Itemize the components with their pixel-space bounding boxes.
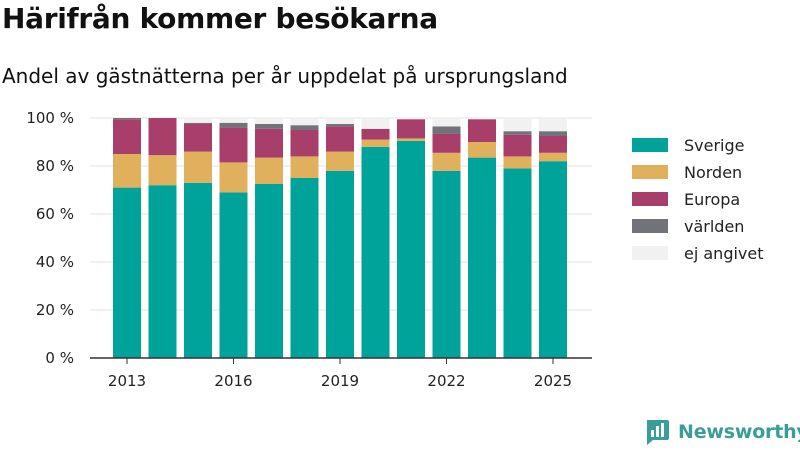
bar-segment	[255, 184, 283, 358]
bar-segment	[361, 118, 390, 129]
legend-swatch	[632, 138, 668, 152]
bar-segment	[326, 126, 354, 152]
legend: Sverige Norden Europa världen ej angivet	[632, 136, 764, 263]
bar-segment	[184, 122, 212, 124]
bar-segment	[113, 118, 141, 120]
bar-segment	[255, 128, 283, 158]
bar-segment	[468, 118, 496, 120]
chart-title: Härifrån kommer besökarna	[2, 2, 438, 35]
bar-segment	[539, 118, 567, 132]
x-tick-label: 2013	[108, 372, 146, 390]
bar-segment	[397, 138, 425, 141]
x-tick-label: 2022	[427, 372, 465, 390]
bar-segment	[326, 124, 354, 127]
bar-segment	[184, 182, 212, 358]
bar-segment	[184, 151, 212, 183]
bar-segment	[361, 139, 390, 147]
bar-segment	[326, 170, 354, 358]
newsworthy-logo-icon	[647, 420, 669, 445]
bar-segment	[255, 124, 283, 129]
bar-segment	[255, 118, 283, 124]
bar-segment	[326, 118, 354, 124]
bar-segment	[361, 128, 390, 140]
bar-segment	[503, 156, 532, 169]
bar-segment	[290, 130, 319, 157]
axes: 0 % 20 % 40 % 60 % 80 % 100 % 2013 2016 2019 2022…	[26, 109, 592, 390]
legend-swatch	[632, 192, 668, 206]
chart-subtitle: Andel av gästnätterna per år uppdelat på…	[2, 64, 568, 88]
bar-segment	[219, 192, 248, 358]
bar-segment	[503, 168, 532, 358]
legend-label: Norden	[684, 163, 742, 182]
bar-segment	[397, 118, 425, 120]
bar-segment	[432, 170, 461, 358]
bar-segment	[432, 133, 461, 153]
bar-segment	[184, 124, 212, 152]
bar-segment	[148, 118, 177, 156]
legend-swatch	[632, 165, 668, 179]
bar-segment	[290, 178, 319, 358]
bar-segment	[539, 136, 567, 153]
bar-segment	[468, 157, 496, 358]
bar-segment	[290, 118, 319, 126]
y-tick-label: 20 %	[36, 301, 74, 319]
bar-segment	[219, 118, 248, 123]
bar-segment	[113, 154, 141, 188]
x-tick-label: 2025	[534, 372, 572, 390]
bar-segment	[432, 126, 461, 134]
y-tick-label: 80 %	[36, 157, 74, 175]
y-tick-label: 0 %	[45, 349, 74, 367]
bar-segment	[503, 134, 532, 157]
bar-segment	[219, 127, 248, 163]
x-tick-label: 2016	[214, 372, 252, 390]
bar-segment	[539, 161, 567, 358]
x-tick-label: 2019	[321, 372, 359, 390]
legend-label: världen	[684, 217, 744, 236]
bar-segment	[219, 162, 248, 193]
bar-segment	[432, 118, 461, 127]
bar-segment	[361, 146, 390, 358]
bar-segment	[113, 119, 141, 154]
bar-segment	[397, 119, 425, 139]
y-tick-label: 100 %	[26, 109, 74, 127]
bar-stacks	[113, 118, 567, 358]
bar-segment	[255, 157, 283, 184]
brand-logo: Newsworthy	[644, 418, 800, 446]
legend-swatch	[632, 219, 668, 233]
bar-segment	[397, 140, 425, 358]
y-tick-label: 60 %	[36, 205, 74, 223]
bar-segment	[219, 122, 248, 128]
bar-segment	[503, 131, 532, 135]
bar-segment	[503, 118, 532, 132]
legend-swatch	[632, 246, 668, 260]
bar-segment	[468, 142, 496, 158]
bar-segment	[148, 155, 177, 186]
bar-segment	[539, 131, 567, 136]
bar-segment	[148, 185, 177, 358]
y-tick-label: 40 %	[36, 253, 74, 271]
legend-label: Europa	[684, 190, 740, 209]
bar-segment	[113, 187, 141, 358]
legend-label: Sverige	[684, 136, 745, 155]
brand-name: Newsworthy	[678, 421, 800, 443]
bar-segment	[468, 119, 496, 142]
bar-segment	[539, 152, 567, 162]
legend-label: ej angivet	[684, 244, 764, 263]
bar-segment	[432, 152, 461, 171]
bar-segment	[290, 125, 319, 130]
bar-segment	[184, 118, 212, 123]
bar-segment	[290, 156, 319, 178]
bar-segment	[326, 151, 354, 171]
